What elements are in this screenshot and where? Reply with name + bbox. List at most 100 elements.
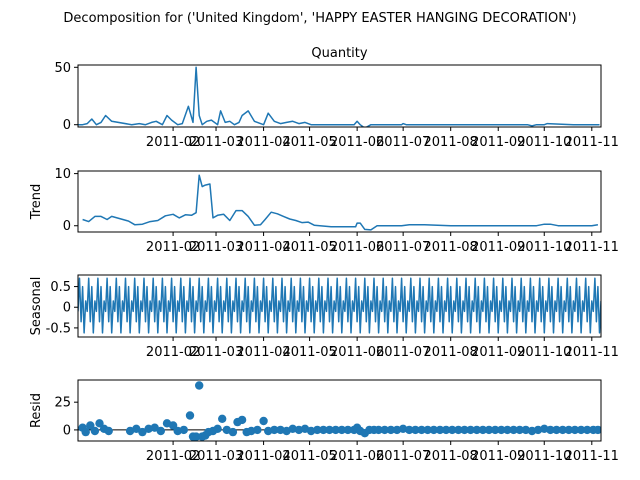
resid-point (288, 424, 297, 433)
resid-point (546, 425, 555, 435)
resid-point (104, 426, 113, 436)
resid-point (533, 425, 543, 435)
resid-point (466, 425, 475, 435)
trend-plot-area (82, 174, 599, 231)
x-tick-label: 2011-07 (376, 135, 430, 150)
y-tick-label: 25 (54, 396, 71, 411)
resid-point (138, 427, 147, 437)
y-tick-label: 0 (63, 118, 71, 133)
panel-observed: 0502011-022011-032011-042011-052011-0620… (54, 46, 619, 150)
x-tick-label: 2011-11 (565, 240, 619, 255)
seasonal-axes-frame (77, 274, 602, 338)
x-tick-label: 2011-10 (517, 345, 571, 360)
resid-point (90, 426, 100, 436)
resid-point (218, 414, 227, 423)
x-tick-label: 2011-11 (565, 449, 619, 464)
observed-title: Quantity (311, 46, 367, 61)
resid-point (570, 425, 580, 435)
resid-point (86, 421, 95, 430)
x-tick-label: 2011-06 (330, 135, 384, 150)
x-tick-label: 2011-11 (565, 135, 619, 150)
x-tick-label: 2011-03 (189, 135, 243, 150)
resid-point (448, 425, 457, 435)
resid-point (398, 424, 408, 433)
x-tick-label: 2011-11 (565, 345, 619, 360)
seasonal-y-axis-label: Seasonal (29, 277, 44, 336)
x-tick-label: 2011-02 (146, 449, 200, 464)
resid-point (95, 419, 104, 428)
resid-point (454, 425, 463, 435)
x-tick-label: 2011-09 (471, 449, 525, 464)
x-tick-label: 2011-05 (282, 240, 336, 255)
x-tick-label: 2011-02 (146, 240, 200, 255)
x-tick-label: 2011-02 (146, 345, 200, 360)
x-tick-label: 2011-09 (471, 345, 525, 360)
y-tick-label: 10 (54, 167, 71, 182)
resid-point (331, 425, 340, 435)
resid-point (417, 425, 426, 435)
resid-point (237, 415, 247, 425)
x-tick-label: 2011-03 (189, 345, 243, 360)
resid-point (405, 425, 414, 435)
observed-axes-frame (77, 64, 602, 128)
resid-point (497, 425, 506, 435)
resid-point (325, 425, 334, 435)
x-tick-label: 2011-05 (282, 449, 336, 464)
panel-seasonal: -0.500.52011-022011-032011-042011-052011… (29, 274, 619, 360)
observed-plot-area (78, 66, 600, 127)
resid-point (343, 425, 353, 435)
resid-point (319, 425, 328, 435)
resid-point (386, 425, 396, 435)
resid-point (576, 425, 586, 435)
resid-point (253, 425, 262, 435)
x-tick-label: 2011-03 (189, 240, 243, 255)
resid-point (558, 425, 567, 435)
resid-point (270, 425, 279, 435)
resid-plot-area (78, 381, 601, 441)
resid-point (185, 411, 195, 420)
resid-point (552, 425, 561, 435)
x-tick-label: 2011-09 (471, 240, 525, 255)
y-tick-label: 0.5 (50, 280, 71, 295)
x-tick-label: 2011-06 (330, 240, 384, 255)
x-tick-label: 2011-06 (330, 345, 384, 360)
resid-point (441, 425, 451, 435)
resid-point (213, 424, 222, 433)
x-tick-label: 2011-08 (424, 345, 478, 360)
resid-point (156, 426, 165, 436)
x-tick-label: 2011-04 (236, 240, 290, 255)
resid-point (259, 416, 268, 426)
resid-point (429, 425, 438, 435)
resid-point (374, 425, 383, 435)
x-tick-label: 2011-05 (282, 135, 336, 150)
seasonal-series-line (78, 277, 601, 334)
x-tick-label: 2011-06 (330, 449, 384, 464)
x-tick-label: 2011-08 (424, 240, 478, 255)
panel-trend: 0102011-022011-032011-042011-052011-0620… (29, 167, 619, 255)
y-tick-label: 0 (63, 423, 71, 438)
x-tick-label: 2011-08 (424, 135, 478, 150)
resid-point (306, 426, 316, 436)
trend-series-line (82, 174, 599, 231)
resid-point (509, 425, 518, 435)
resid-axes-frame (77, 379, 602, 442)
figure-title: Decomposition for ('United Kingdom', 'HA… (63, 11, 576, 26)
trend-axes-frame (77, 170, 602, 233)
resid-point (472, 425, 481, 435)
y-tick-label: -0.5 (46, 321, 71, 336)
resid-point (337, 425, 346, 435)
resid-point (228, 427, 238, 437)
panel-resid: 0252011-022011-032011-042011-052011-0620… (29, 379, 619, 464)
x-tick-label: 2011-04 (236, 135, 290, 150)
resid-point (564, 425, 573, 435)
resid-y-axis-label: Resid (29, 393, 44, 428)
resid-point (593, 425, 601, 435)
x-tick-label: 2011-07 (376, 240, 430, 255)
resid-point (380, 425, 389, 435)
observed-series-line (78, 66, 600, 127)
y-tick-label: 0 (63, 219, 71, 234)
x-tick-label: 2011-08 (424, 449, 478, 464)
resid-point (521, 425, 530, 435)
resid-point (191, 432, 201, 441)
